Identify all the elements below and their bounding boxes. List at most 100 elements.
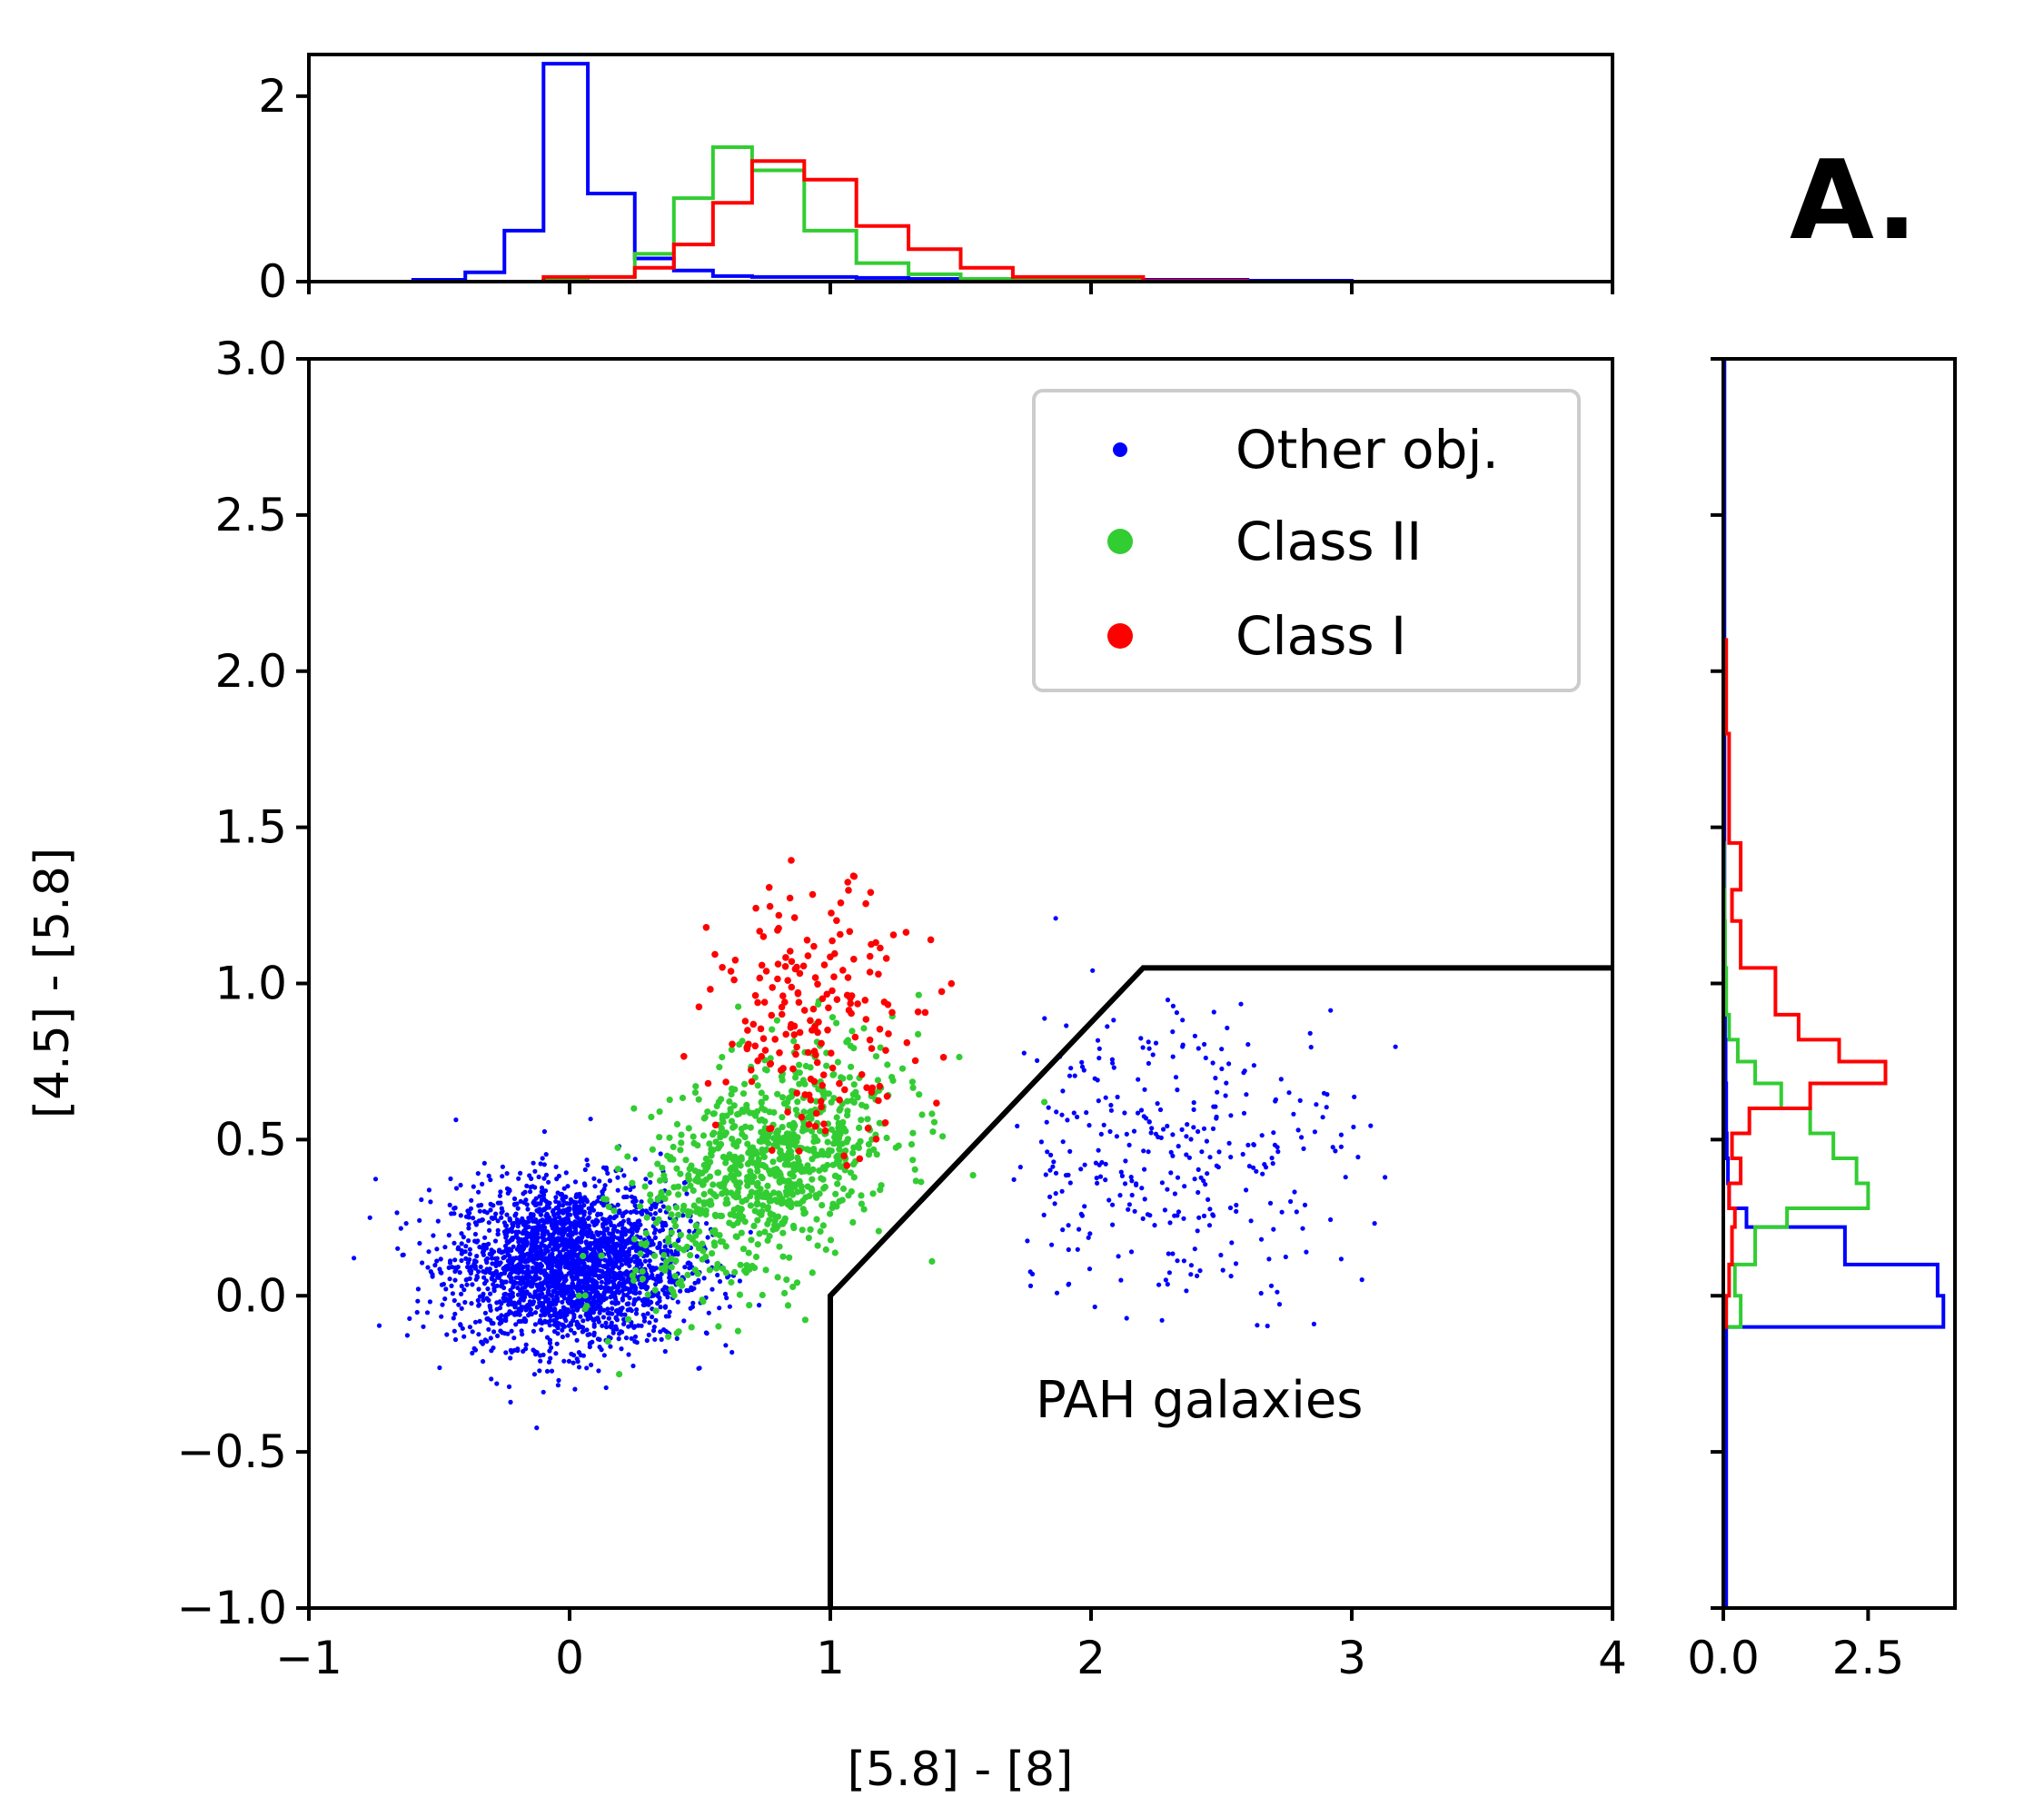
- scatter-point-0: [1165, 998, 1171, 1003]
- scatter-point-0: [555, 1285, 561, 1290]
- scatter-point-1: [616, 1371, 623, 1378]
- scatter-point-0: [553, 1195, 559, 1200]
- scatter-point-1: [858, 1192, 865, 1199]
- scatter-point-1: [675, 1211, 682, 1218]
- scatter-point-1: [849, 1149, 857, 1157]
- scatter-point-0: [620, 1296, 625, 1301]
- scatter-point-2: [819, 995, 827, 1003]
- scatter-point-0: [495, 1275, 501, 1280]
- scatter-point-0: [576, 1278, 581, 1285]
- scatter-point-0: [510, 1294, 516, 1299]
- scatter-point-0: [487, 1251, 492, 1256]
- scatter-point-0: [618, 1255, 623, 1260]
- scatter-point-0: [1191, 1125, 1196, 1130]
- scatter-point-1: [682, 1157, 690, 1164]
- scatter-point-0: [452, 1268, 458, 1275]
- scatter-point-2: [756, 974, 764, 982]
- y-tick-label: 0.0: [214, 1269, 287, 1322]
- scatter-point-0: [561, 1186, 567, 1191]
- scatter-point-0: [482, 1235, 488, 1240]
- scatter-point-1: [733, 1168, 740, 1176]
- scatter-point-0: [586, 1215, 592, 1220]
- scatter-point-0: [599, 1279, 605, 1285]
- scatter-point-0: [508, 1399, 513, 1405]
- scatter-point-0: [1170, 1054, 1176, 1059]
- scatter-point-0: [542, 1319, 548, 1325]
- scatter-point-0: [367, 1215, 372, 1220]
- scatter-point-0: [491, 1271, 497, 1276]
- scatter-point-0: [1167, 1220, 1173, 1226]
- scatter-point-1: [855, 1144, 863, 1151]
- scatter-point-0: [1308, 1045, 1314, 1050]
- scatter-point-0: [477, 1208, 482, 1214]
- scatter-point-0: [1188, 1263, 1194, 1268]
- scatter-point-0: [1126, 1142, 1132, 1147]
- scatter-point-0: [610, 1293, 615, 1298]
- scatter-point-1: [719, 1054, 726, 1061]
- scatter-point-0: [518, 1307, 524, 1313]
- scatter-point-0: [1248, 1218, 1254, 1224]
- scatter-point-0: [626, 1219, 631, 1226]
- scatter-point-0: [483, 1257, 489, 1263]
- scatter-point-0: [540, 1256, 546, 1262]
- scatter-point-1: [834, 1158, 841, 1166]
- scatter-point-0: [535, 1287, 541, 1293]
- scatter-point-2: [858, 1071, 866, 1078]
- scatter-point-0: [1092, 1304, 1097, 1310]
- scatter-point-0: [1132, 1208, 1137, 1214]
- scatter-point-0: [1283, 1254, 1288, 1260]
- scatter-point-0: [544, 1335, 551, 1340]
- scatter-point-0: [1216, 1149, 1222, 1155]
- scatter-point-0: [574, 1356, 580, 1362]
- scatter-point-1: [790, 1131, 798, 1138]
- scatter-point-1: [708, 1150, 715, 1157]
- scatter-point-1: [722, 1129, 729, 1137]
- scatter-point-1: [712, 1230, 719, 1237]
- scatter-point-0: [451, 1328, 457, 1334]
- scatter-point-0: [1108, 1102, 1114, 1108]
- scatter-point-0: [1196, 1128, 1201, 1135]
- scatter-point-0: [737, 1278, 743, 1284]
- scatter-point-0: [464, 1265, 471, 1270]
- scatter-point-1: [706, 1266, 713, 1274]
- scatter-point-0: [1173, 1075, 1179, 1080]
- scatter-point-2: [876, 1026, 884, 1033]
- scatter-point-0: [487, 1266, 492, 1272]
- scatter-point-1: [687, 1182, 694, 1189]
- scatter-point-0: [1140, 1216, 1146, 1221]
- scatter-point-1: [637, 1203, 644, 1210]
- scatter-point-0: [452, 1205, 458, 1211]
- scatter-point-0: [1206, 1196, 1211, 1202]
- scatter-point-1: [804, 1183, 811, 1190]
- scatter-point-0: [580, 1328, 586, 1334]
- scatter-point-1: [670, 1288, 677, 1296]
- scatter-point-1: [651, 1252, 659, 1259]
- scatter-point-0: [576, 1325, 581, 1330]
- scatter-point-1: [707, 1188, 714, 1196]
- scatter-point-0: [476, 1269, 481, 1275]
- scatter-point-0: [1159, 1180, 1165, 1186]
- scatter-point-0: [709, 1286, 715, 1292]
- scatter-point-1: [878, 1182, 885, 1189]
- scatter-point-0: [1192, 1033, 1197, 1038]
- scatter-point-0: [1067, 1148, 1073, 1154]
- scatter-point-1: [687, 1252, 694, 1259]
- scatter-point-1: [737, 1162, 744, 1169]
- scatter-point-1: [702, 1253, 709, 1260]
- scatter-point-1: [755, 1156, 762, 1163]
- scatter-point-0: [495, 1227, 501, 1233]
- scatter-point-0: [530, 1229, 535, 1235]
- scatter-point-1: [779, 1154, 786, 1161]
- scatter-point-2: [769, 984, 776, 991]
- scatter-point-2: [799, 962, 808, 970]
- scatter-point-1: [860, 1025, 868, 1032]
- scatter-point-1: [665, 1189, 672, 1196]
- scatter-point-0: [601, 1307, 607, 1313]
- scatter-point-0: [531, 1280, 536, 1286]
- scatter-point-0: [1084, 1110, 1089, 1116]
- scatter-point-2: [819, 1082, 826, 1089]
- scatter-point-1: [665, 1238, 672, 1246]
- scatter-point-0: [453, 1117, 459, 1123]
- scatter-point-1: [780, 1134, 788, 1141]
- legend-marker-class-i: [1107, 623, 1133, 649]
